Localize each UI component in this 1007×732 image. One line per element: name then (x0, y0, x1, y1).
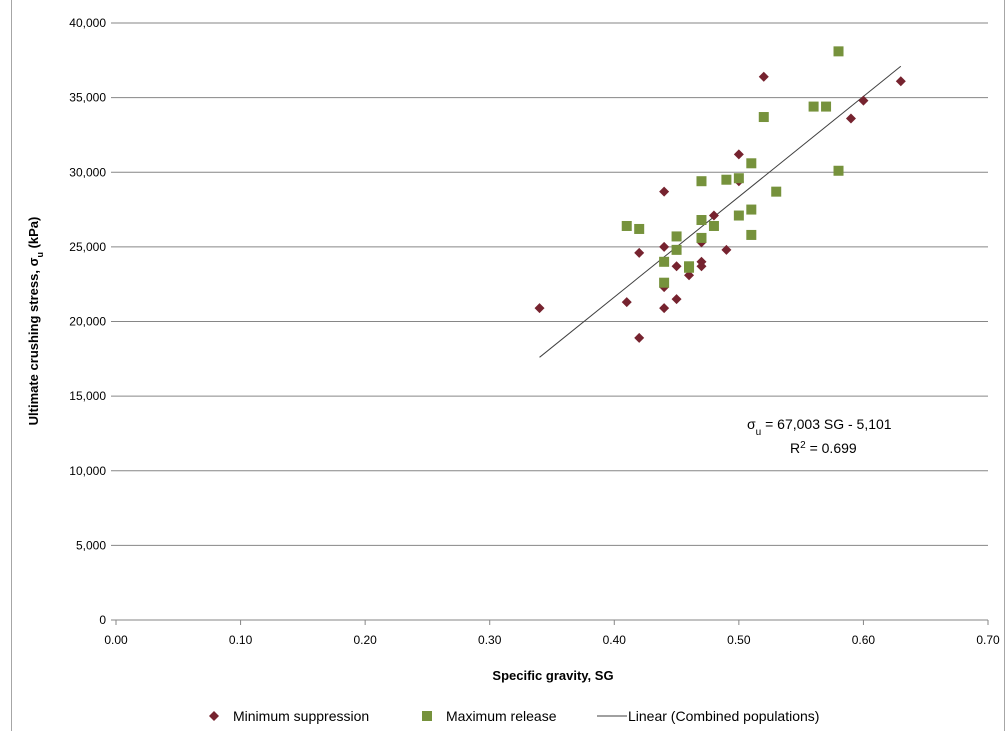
point-minimum-suppression (634, 332, 645, 343)
x-tick-label: 0.60 (852, 633, 876, 647)
y-tick-label: 40,000 (69, 16, 106, 30)
point-maximum-release (721, 174, 732, 185)
point-maximum-release (821, 101, 832, 112)
y-axis-ticks: 0 5,000 10,000 15,000 20,000 25,000 30,000 35,0… (69, 16, 116, 627)
point-minimum-suppression (895, 76, 906, 87)
legend-label-minimum-suppression: Minimum suppression (233, 708, 369, 724)
y-tick-label: 25,000 (69, 240, 106, 254)
point-maximum-release (833, 46, 844, 57)
point-maximum-release (708, 220, 719, 231)
point-maximum-release (808, 101, 819, 112)
point-maximum-release (733, 210, 744, 221)
y-axis-title-sub: u (35, 252, 45, 258)
point-maximum-release (733, 173, 744, 184)
legend: Minimum suppression Maximum release Line… (209, 708, 819, 724)
equation-subscript: u (756, 427, 762, 438)
y-tick-label: 35,000 (69, 91, 106, 105)
gridlines (116, 22, 988, 546)
point-maximum-release (758, 112, 769, 123)
equation-rest: = 67,003 SG - 5,101 (761, 416, 892, 432)
r-squared-sup: 2 (800, 440, 806, 451)
legend-square-marker (422, 711, 432, 721)
y-axis-title-main: Ultimate crushing stress, σ (26, 257, 41, 425)
point-minimum-suppression (858, 95, 869, 106)
r-squared-rest: = 0.699 (806, 440, 857, 456)
equation-symbol: σ (747, 416, 756, 432)
legend-label-maximum-release: Maximum release (446, 708, 557, 724)
point-minimum-suppression (721, 244, 732, 255)
point-maximum-release (634, 223, 645, 234)
x-tick-label: 0.20 (353, 633, 377, 647)
point-minimum-suppression (708, 210, 719, 221)
point-minimum-suppression (659, 241, 670, 252)
point-maximum-release (696, 215, 707, 226)
legend-label-linear: Linear (Combined populations) (628, 708, 819, 724)
trendline-layer (539, 65, 902, 358)
x-tick-label: 0.70 (976, 633, 1000, 647)
point-maximum-release (684, 262, 695, 273)
data-points (534, 46, 906, 343)
x-tick-label: 0.50 (727, 633, 751, 647)
r-squared: R2 = 0.699 (790, 440, 857, 457)
point-maximum-release (671, 244, 682, 255)
point-maximum-release (659, 277, 670, 288)
point-minimum-suppression (696, 261, 707, 272)
point-minimum-suppression (845, 113, 856, 124)
x-tick-label: 0.10 (229, 633, 253, 647)
point-maximum-release (746, 204, 757, 215)
y-tick-label: 10,000 (69, 464, 106, 478)
point-maximum-release (671, 231, 682, 242)
y-axis-title: Ultimate crushing stress, σu (kPa) (26, 217, 45, 426)
point-maximum-release (833, 165, 844, 176)
point-maximum-release (771, 186, 782, 197)
y-tick-label: 20,000 (69, 315, 106, 329)
y-tick-label: 30,000 (69, 165, 106, 179)
point-minimum-suppression (634, 247, 645, 258)
point-maximum-release (746, 158, 757, 169)
point-minimum-suppression (659, 303, 670, 314)
trendline (539, 65, 902, 358)
x-tick-label: 0.00 (104, 633, 128, 647)
point-maximum-release (621, 220, 632, 231)
point-maximum-release (659, 256, 670, 267)
y-axis-title-tail: (kPa) (26, 217, 41, 252)
y-tick-label: 5,000 (76, 538, 106, 552)
point-minimum-suppression (733, 149, 744, 160)
point-minimum-suppression (758, 71, 769, 82)
point-maximum-release (746, 229, 757, 240)
regression-equation: σu = 67,003 SG - 5,101 (747, 416, 892, 438)
legend-diamond-marker (209, 711, 219, 721)
y-tick-label: 15,000 (69, 389, 106, 403)
point-minimum-suppression (621, 297, 632, 308)
r-squared-prefix: R (790, 440, 800, 456)
y-tick-label: 0 (99, 613, 106, 627)
point-maximum-release (696, 232, 707, 243)
point-maximum-release (696, 176, 707, 187)
point-minimum-suppression (659, 186, 670, 197)
point-minimum-suppression (671, 294, 682, 305)
x-axis-title: Specific gravity, SG (492, 668, 613, 683)
point-minimum-suppression (671, 261, 682, 272)
x-axis-ticks: 0.00 0.10 0.20 0.30 0.40 0.50 0.60 0.70 (104, 620, 1000, 647)
x-tick-label: 0.40 (603, 633, 627, 647)
point-minimum-suppression (534, 303, 545, 314)
x-tick-label: 0.30 (478, 633, 502, 647)
